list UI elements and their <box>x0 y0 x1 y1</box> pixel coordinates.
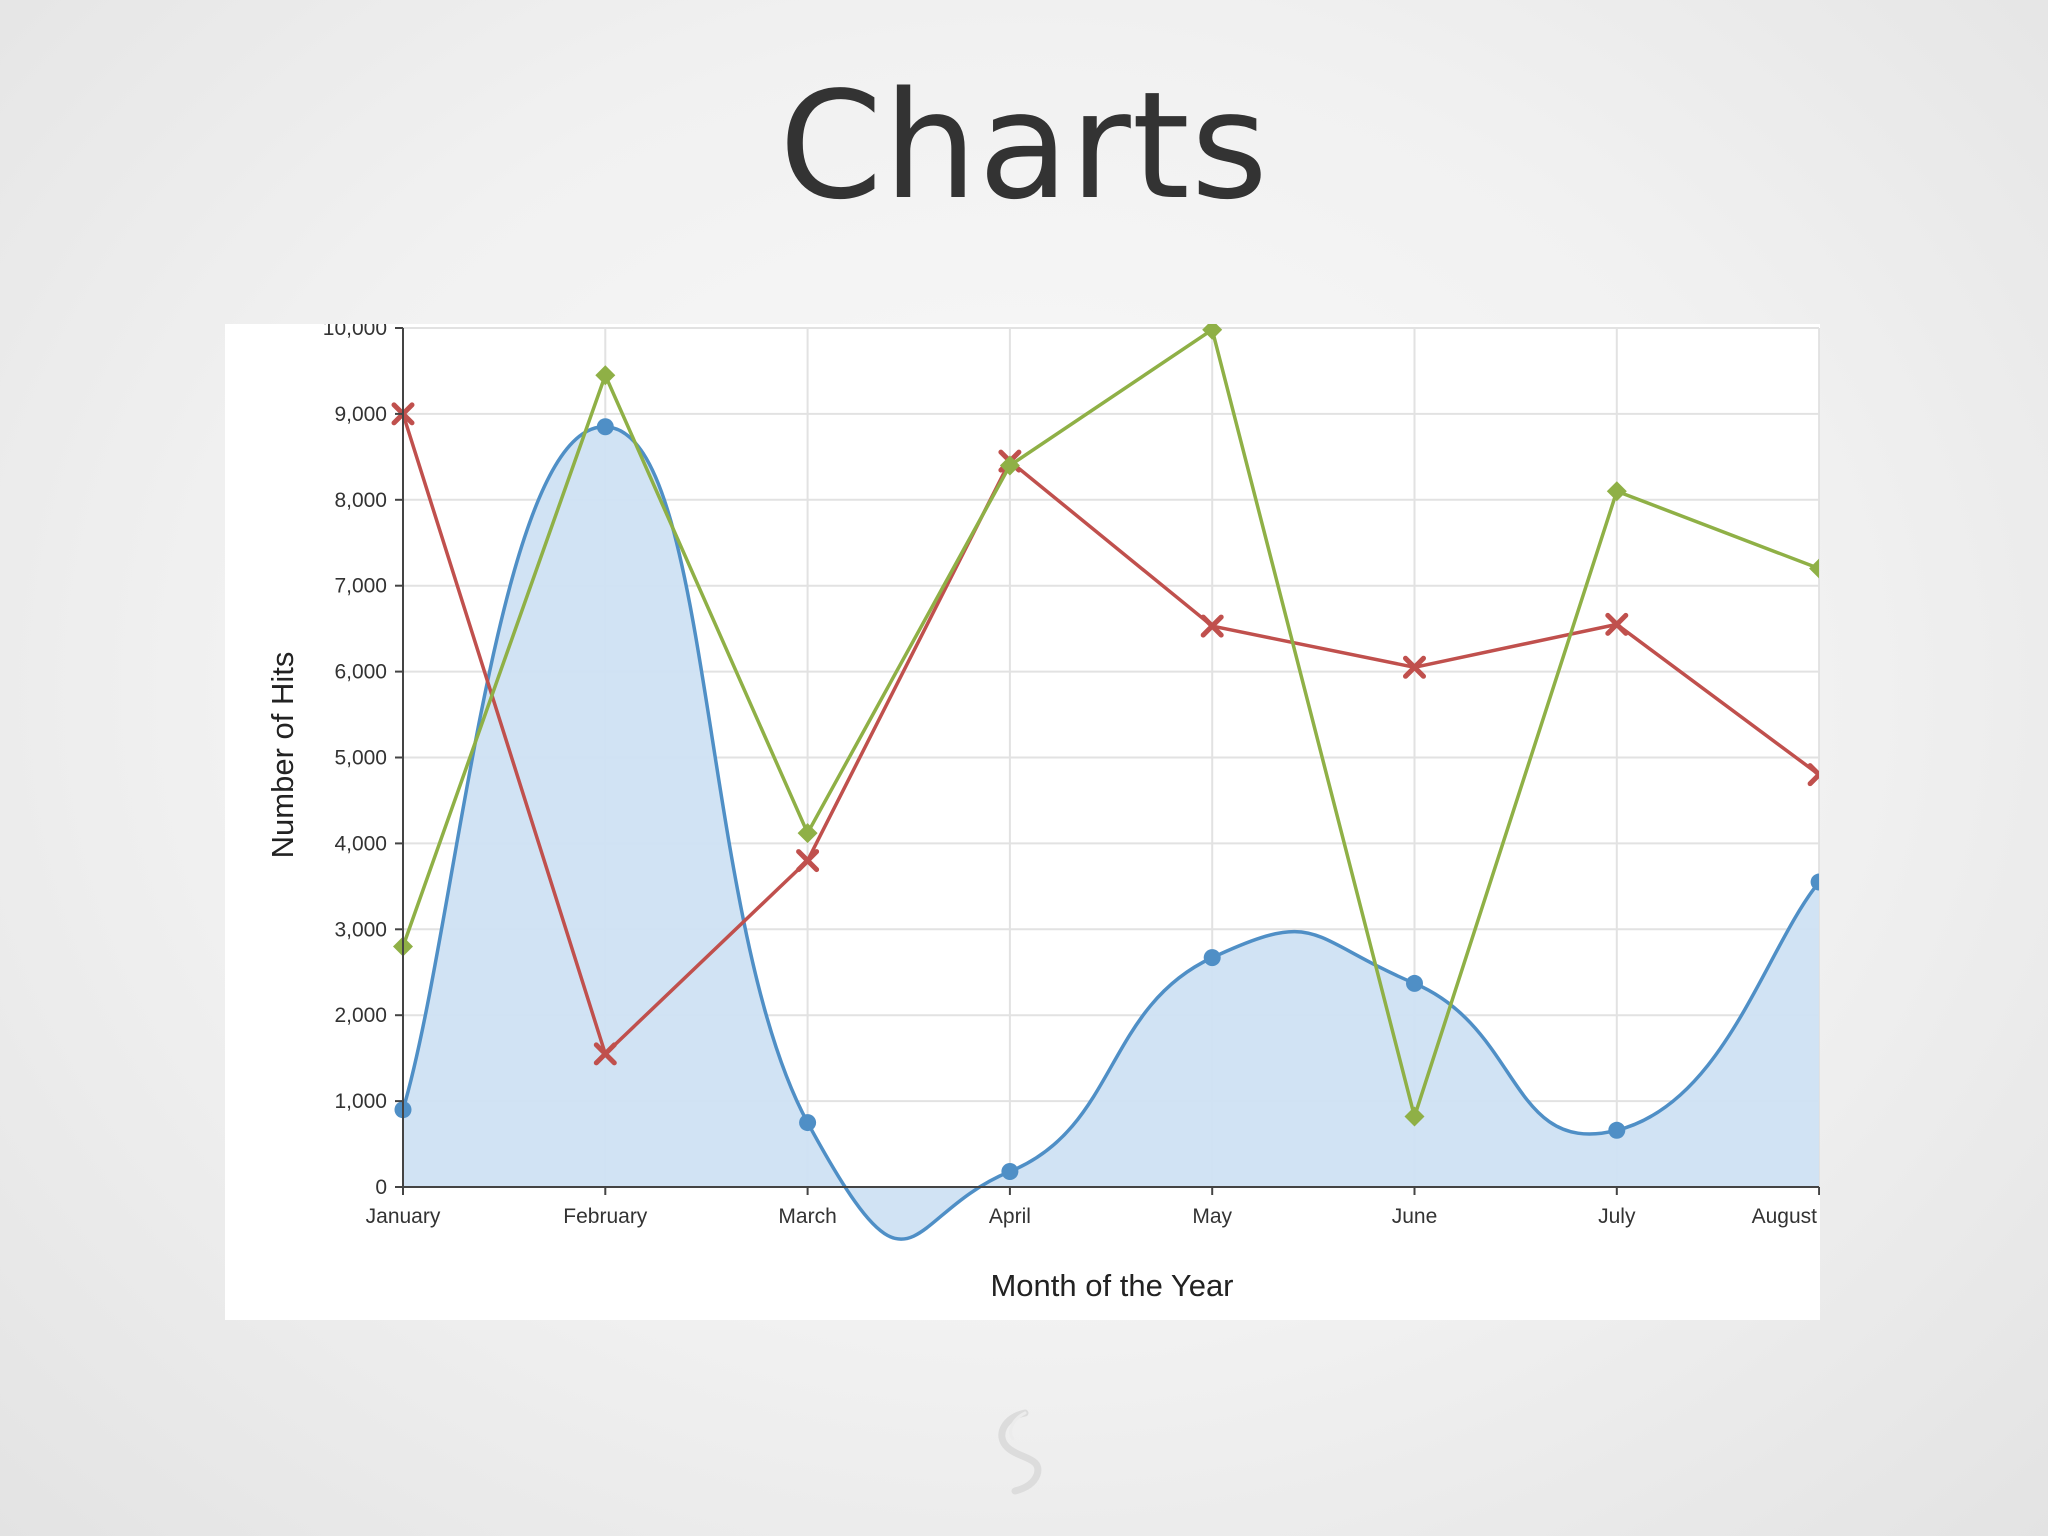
data-point <box>1200 614 1224 638</box>
line-series <box>401 327 1819 1241</box>
x-tick-label: March <box>778 1205 836 1228</box>
series-line <box>401 327 1819 1119</box>
data-point <box>1403 655 1426 679</box>
series-line <box>401 413 1819 1056</box>
axes <box>395 327 1820 1195</box>
x-tick-label: June <box>1392 1205 1438 1228</box>
x-tick-label: April <box>989 1205 1031 1228</box>
y-tick-label: 10,000 <box>323 324 387 340</box>
axis-labels: 0 1,000 2,000 3,000 4,000 5,000 6,000 7,000 8,00… <box>265 324 1817 1303</box>
series-area-fill <box>403 426 1819 1240</box>
data-point <box>796 849 820 873</box>
swirl-logo-icon <box>998 1409 1042 1495</box>
data-point <box>1608 1121 1626 1139</box>
slide-title: Charts <box>779 60 1269 232</box>
y-tick-label: 5,000 <box>334 747 387 770</box>
x-tick-label: July <box>1598 1205 1636 1228</box>
y-tick-label: 1,000 <box>334 1090 387 1113</box>
data-point <box>797 823 818 844</box>
data-point <box>596 418 614 436</box>
data-point <box>1809 558 1819 579</box>
x-axis-title: Month of the Year <box>990 1268 1233 1303</box>
y-tick-label: 0 <box>375 1176 387 1199</box>
x-tick-label: January <box>366 1205 441 1228</box>
data-point <box>1406 974 1423 992</box>
data-point <box>1203 949 1221 967</box>
data-point <box>1807 763 1819 787</box>
y-tick-label: 7,000 <box>334 575 387 598</box>
data-point <box>1606 481 1627 502</box>
data-point <box>1001 1163 1019 1181</box>
y-tick-label: 2,000 <box>334 1004 387 1027</box>
y-tick-label: 8,000 <box>334 489 387 512</box>
y-tick-label: 9,000 <box>334 403 387 426</box>
data-point <box>1605 612 1629 636</box>
y-tick-label: 4,000 <box>334 832 387 855</box>
data-point <box>1404 1106 1425 1127</box>
x-tick-label: August <box>1752 1205 1818 1228</box>
y-tick-label: 6,000 <box>334 661 387 684</box>
series-markers <box>391 324 1819 1181</box>
data-point <box>999 455 1020 476</box>
data-point <box>1810 873 1819 891</box>
x-tick-label: February <box>563 1205 648 1228</box>
y-axis-title: Number of Hits <box>265 652 300 859</box>
data-point <box>595 365 616 386</box>
chart-panel: 0 1,000 2,000 3,000 4,000 5,000 6,000 7,000 8,00… <box>225 324 1820 1320</box>
line-chart: 0 1,000 2,000 3,000 4,000 5,000 6,000 7,000 8,00… <box>265 324 1820 1303</box>
y-tick-label: 3,000 <box>334 918 387 941</box>
area-series <box>403 426 1819 1240</box>
data-point <box>1202 324 1223 340</box>
data-point <box>799 1114 817 1132</box>
x-tick-label: May <box>1192 1205 1232 1228</box>
data-point <box>593 1042 617 1066</box>
